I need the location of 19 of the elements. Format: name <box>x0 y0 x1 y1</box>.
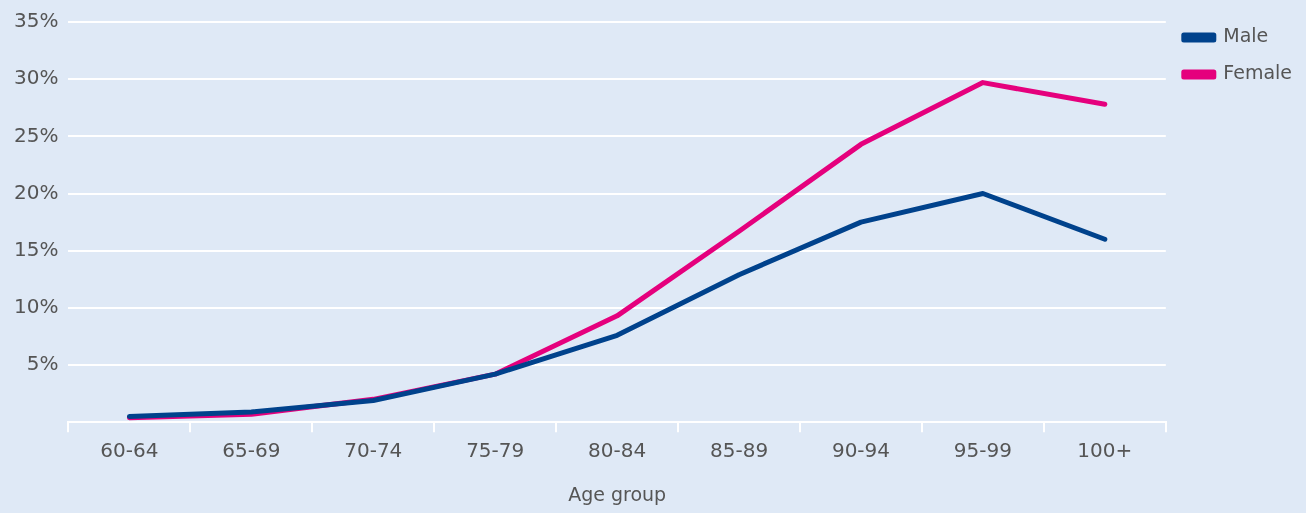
y-tick-label: 30% <box>14 65 59 90</box>
x-tick-label: 100+ <box>1077 438 1133 463</box>
x-tick-label: 75-79 <box>466 438 525 463</box>
x-tick-label: 70-74 <box>344 438 403 463</box>
legend-label: Male <box>1223 24 1269 47</box>
legend-label: Female <box>1223 61 1292 84</box>
x-axis-title: Age group <box>568 482 667 505</box>
y-tick-label: 20% <box>14 179 59 204</box>
x-tick-label: 80-84 <box>588 438 647 463</box>
y-tick-label: 35% <box>14 8 59 33</box>
x-tick-label: 60-64 <box>100 438 159 463</box>
y-tick-label: 10% <box>14 294 59 319</box>
y-tick-label: 25% <box>14 122 59 147</box>
y-tick-label: 5% <box>26 351 59 376</box>
x-tick-label: 85-89 <box>709 438 769 463</box>
x-tick-label: 65-69 <box>222 438 281 463</box>
x-tick-label: 95-99 <box>953 438 1012 463</box>
y-tick-label: 15% <box>14 236 59 261</box>
x-tick-label: 90-94 <box>831 438 891 463</box>
